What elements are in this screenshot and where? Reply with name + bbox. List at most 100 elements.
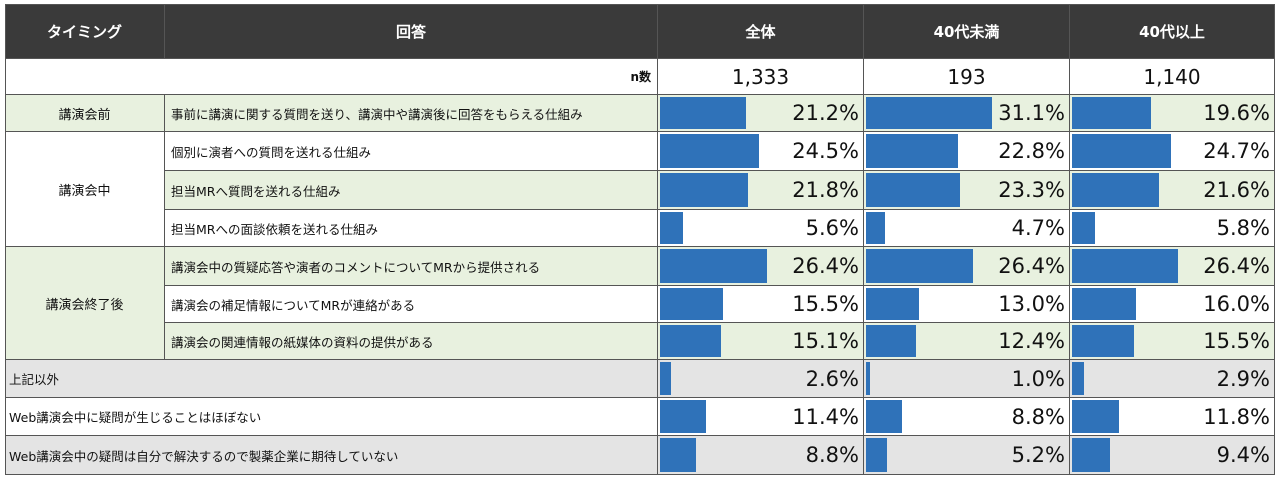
value-bar xyxy=(660,134,759,168)
value-cell: 24.7% xyxy=(1070,132,1275,171)
value-cell: 23.3% xyxy=(864,171,1070,210)
value-cell: 5.8% xyxy=(1070,210,1275,247)
value-label: 24.5% xyxy=(792,139,859,163)
value-label: 21.8% xyxy=(792,178,859,202)
value-label: 15.5% xyxy=(792,292,859,316)
value-cell: 21.6% xyxy=(1070,171,1275,210)
value-label: 24.7% xyxy=(1203,139,1270,163)
value-label: 21.6% xyxy=(1203,178,1270,202)
value-bar xyxy=(1072,288,1136,320)
value-cell: 8.8% xyxy=(864,398,1070,436)
value-label: 5.6% xyxy=(805,216,859,240)
value-cell: 2.9% xyxy=(1070,360,1275,398)
answer-cell: 上記以外 xyxy=(5,360,658,398)
value-cell: 11.8% xyxy=(1070,398,1275,436)
answer-cell: 個別に演者への質問を送れる仕組み xyxy=(165,132,658,171)
value-bar xyxy=(1072,212,1095,244)
value-bar xyxy=(1072,173,1159,207)
value-bar xyxy=(866,325,916,357)
value-label: 22.8% xyxy=(998,139,1065,163)
value-cell: 5.6% xyxy=(658,210,864,247)
value-label: 12.4% xyxy=(998,329,1065,353)
value-bar xyxy=(1072,362,1084,395)
n-value-all: 1,333 xyxy=(658,59,864,95)
value-label: 26.4% xyxy=(998,254,1065,278)
value-bar xyxy=(660,97,746,129)
value-label: 21.2% xyxy=(792,101,859,125)
value-bar xyxy=(866,362,870,395)
answer-cell: 担当MRへ質問を送れる仕組み xyxy=(165,171,658,210)
timing-group-cell: 講演会前 xyxy=(5,95,165,132)
answer-cell: 講演会中の質疑応答や演者のコメントについてMRから提供される xyxy=(165,247,658,286)
value-label: 4.7% xyxy=(1011,216,1065,240)
value-cell: 21.8% xyxy=(658,171,864,210)
header-timing: タイミング xyxy=(5,4,165,59)
value-label: 9.4% xyxy=(1216,443,1270,467)
answer-cell: 担当MRへの面談依頼を送れる仕組み xyxy=(165,210,658,247)
answer-cell: Web講演会中に疑問が生じることはほぼない xyxy=(5,398,658,436)
value-bar xyxy=(866,400,902,433)
value-bar xyxy=(1072,400,1119,433)
value-bar xyxy=(660,173,748,207)
value-cell: 24.5% xyxy=(658,132,864,171)
value-label: 31.1% xyxy=(998,101,1065,125)
value-bar xyxy=(660,400,706,433)
value-cell: 26.4% xyxy=(864,247,1070,286)
value-bar xyxy=(866,212,885,244)
value-label: 5.8% xyxy=(1216,216,1270,240)
n-value-over40: 1,140 xyxy=(1070,59,1275,95)
value-cell: 9.4% xyxy=(1070,436,1275,475)
n-value-under40: 193 xyxy=(864,59,1070,95)
value-label: 5.2% xyxy=(1011,443,1065,467)
value-bar xyxy=(660,362,671,395)
value-bar xyxy=(660,325,721,357)
value-cell: 15.5% xyxy=(658,286,864,323)
value-label: 8.8% xyxy=(805,443,859,467)
value-cell: 12.4% xyxy=(864,323,1070,360)
value-bar xyxy=(1072,249,1178,283)
timing-group-cell: 講演会中 xyxy=(5,132,165,247)
value-bar xyxy=(1072,134,1171,168)
value-cell: 15.5% xyxy=(1070,323,1275,360)
value-bar xyxy=(1072,325,1134,357)
value-cell: 5.2% xyxy=(864,436,1070,475)
value-cell: 21.2% xyxy=(658,95,864,132)
value-cell: 22.8% xyxy=(864,132,1070,171)
value-label: 2.6% xyxy=(805,366,859,391)
value-cell: 2.6% xyxy=(658,360,864,398)
value-cell: 11.4% xyxy=(658,398,864,436)
value-label: 15.1% xyxy=(792,329,859,353)
answer-cell: 事前に講演に関する質問を送り、講演中や講演後に回答をもらえる仕組み xyxy=(165,95,658,132)
value-cell: 31.1% xyxy=(864,95,1070,132)
value-bar xyxy=(660,288,723,320)
value-label: 16.0% xyxy=(1203,292,1270,316)
timing-group-cell: 講演会終了後 xyxy=(5,247,165,360)
value-label: 13.0% xyxy=(998,292,1065,316)
header-col-all: 全体 xyxy=(658,4,864,59)
value-cell: 16.0% xyxy=(1070,286,1275,323)
answer-cell: 講演会の関連情報の紙媒体の資料の提供がある xyxy=(165,323,658,360)
value-label: 8.8% xyxy=(1011,404,1065,429)
value-label: 11.8% xyxy=(1203,404,1270,429)
value-bar xyxy=(660,249,767,283)
value-bar xyxy=(866,288,919,320)
value-cell: 13.0% xyxy=(864,286,1070,323)
value-bar xyxy=(866,134,958,168)
value-bar xyxy=(660,438,696,472)
value-cell: 19.6% xyxy=(1070,95,1275,132)
value-bar xyxy=(1072,438,1110,472)
answer-cell: 講演会の補足情報についてMRが連絡がある xyxy=(165,286,658,323)
header-col-over40: 40代以上 xyxy=(1070,4,1275,59)
value-label: 23.3% xyxy=(998,178,1065,202)
answer-cell: Web講演会中の疑問は自分で解決するので製薬企業に期待していない xyxy=(5,436,658,475)
n-label: n数 xyxy=(5,59,658,95)
value-label: 1.0% xyxy=(1011,366,1065,391)
value-label: 15.5% xyxy=(1203,329,1270,353)
value-label: 2.9% xyxy=(1216,366,1270,391)
value-label: 19.6% xyxy=(1203,101,1270,125)
value-bar xyxy=(866,173,960,207)
value-bar xyxy=(1072,97,1151,129)
value-cell: 8.8% xyxy=(658,436,864,475)
value-label: 26.4% xyxy=(792,254,859,278)
